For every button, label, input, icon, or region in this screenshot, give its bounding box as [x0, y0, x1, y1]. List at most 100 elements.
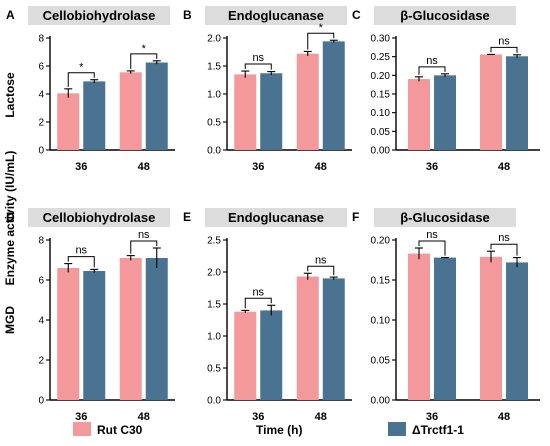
row-label-lactose: Lactose [3, 72, 17, 118]
significance-bracket [418, 240, 446, 256]
y-tick-label: 8 [38, 236, 44, 247]
significance-label: ns [498, 35, 510, 47]
y-tick-label: 0.30 [371, 34, 391, 45]
bar-trctf1-1-48 [506, 56, 528, 150]
significance-bracket [307, 265, 335, 276]
bar-trctf1-1-48 [322, 278, 345, 400]
x-category-label: 48 [138, 411, 150, 423]
x-category-label: 48 [498, 161, 510, 173]
bar-trctf1-1-36 [83, 271, 106, 400]
y-tick-label: 1.0 [207, 90, 221, 101]
y-tick-label: 0 [38, 396, 44, 407]
y-tick-label: 0.5 [207, 118, 221, 129]
x-category-label: 48 [138, 161, 150, 173]
significance-bracket [130, 53, 158, 69]
bar-rut-c30-36 [57, 268, 80, 400]
y-tick-label: 2 [38, 356, 44, 367]
panel-e: E Endoglucanase 0.0 0.5 1.0 1.5 2.0 2.5 ns 36 ns 48 [183, 208, 352, 423]
significance-bracket [418, 66, 446, 75]
x-category-label: 36 [426, 411, 438, 423]
bar-rut-c30-48 [480, 54, 502, 150]
x-category-label: 36 [252, 411, 264, 423]
y-tick-label: 0.05 [371, 127, 391, 138]
legend-swatch-trctf1 [388, 422, 406, 436]
significance-label: ns [498, 232, 510, 244]
bar-trctf1-1-36 [83, 81, 106, 150]
y-tick-label: 0.00 [371, 146, 391, 157]
significance-bracket [307, 32, 335, 50]
bar-rut-c30-48 [296, 276, 319, 400]
y-tick-label: 6 [38, 62, 44, 73]
significance-bracket [244, 297, 272, 309]
bar-rut-c30-36 [408, 253, 430, 400]
y-tick-label: 0.20 [371, 71, 391, 82]
y-tick-label: 2.0 [207, 34, 221, 45]
y-tick-label: 0.5 [207, 364, 221, 375]
x-category-label: 48 [315, 161, 327, 173]
y-tick-label: 0.0 [207, 396, 221, 407]
bar-rut-c30-48 [119, 72, 142, 150]
panel-letter: F [352, 210, 359, 224]
bar-trctf1-1-48 [322, 41, 345, 150]
panel-title: Cellobiohydrolase [43, 210, 156, 225]
y-tick-label: 0.15 [371, 90, 391, 101]
y-tick-label: 0.10 [371, 108, 391, 119]
y-tick-label: 0 [38, 146, 44, 157]
legend-label-rut-c30: Rut C30 [97, 423, 143, 437]
y-tick-label: 4 [38, 90, 44, 101]
title-box [374, 208, 516, 227]
significance-label: ns [426, 229, 438, 241]
significance-bracket [244, 63, 272, 70]
significance-label: * [319, 22, 324, 34]
panel-letter: D [6, 210, 15, 224]
y-tick-label: 1.5 [207, 300, 221, 311]
significance-label: ns [138, 229, 150, 241]
panel-letter: C [352, 8, 361, 22]
significance-label: ns [315, 254, 327, 266]
significance-bracket [130, 240, 158, 254]
legend-swatch-rut-c30 [73, 422, 91, 436]
significance-label: * [79, 62, 84, 74]
bar-trctf1-1-48 [506, 262, 528, 400]
y-tick-label: 0.00 [371, 396, 391, 407]
row-label-mgd: MGD [3, 306, 17, 334]
significance-bracket [490, 46, 518, 53]
y-tick-label: 6 [38, 276, 44, 287]
common-y-axis-label: Enzyme activity (IU/mL) [3, 151, 17, 286]
significance-label: * [142, 43, 147, 55]
panel-title: β-Glucosidase [400, 210, 490, 225]
bar-trctf1-1-36 [434, 257, 456, 400]
y-tick-label: 8 [38, 34, 44, 45]
bar-rut-c30-48 [296, 53, 319, 150]
bar-trctf1-1-36 [260, 310, 283, 400]
x-axis-title: Time (h) [256, 423, 302, 437]
y-tick-label: 4 [38, 316, 44, 327]
x-category-label: 36 [426, 161, 438, 173]
title-box [374, 6, 516, 25]
bar-trctf1-1-36 [260, 73, 283, 150]
bar-trctf1-1-48 [145, 62, 168, 150]
bar-rut-c30-48 [480, 256, 502, 400]
bar-rut-c30-36 [57, 93, 80, 150]
x-category-label: 36 [252, 161, 264, 173]
y-tick-label: 0.25 [371, 52, 391, 63]
legend-label-trctf1: ΔTrctf1-1 [412, 423, 464, 437]
y-tick-label: 0.0 [207, 146, 221, 157]
panel-letter: A [6, 8, 15, 22]
panel-d: D Cellobiohydrolase 0 2 4 6 8 ns 36 ns 48 [6, 208, 175, 423]
panel-title: β-Glucosidase [400, 8, 490, 23]
x-category-label: 48 [315, 411, 327, 423]
title-box [28, 6, 170, 25]
y-tick-label: 0.20 [371, 236, 391, 247]
panel-title: Cellobiohydrolase [43, 8, 156, 23]
significance-label: ns [426, 55, 438, 67]
bar-trctf1-1-36 [434, 75, 456, 150]
title-box [205, 208, 347, 227]
y-tick-label: 1.0 [207, 332, 221, 343]
significance-label: ns [75, 245, 87, 257]
panel-letter: E [183, 210, 191, 224]
y-tick-label: 0.10 [371, 316, 391, 327]
significance-bracket [67, 256, 95, 268]
